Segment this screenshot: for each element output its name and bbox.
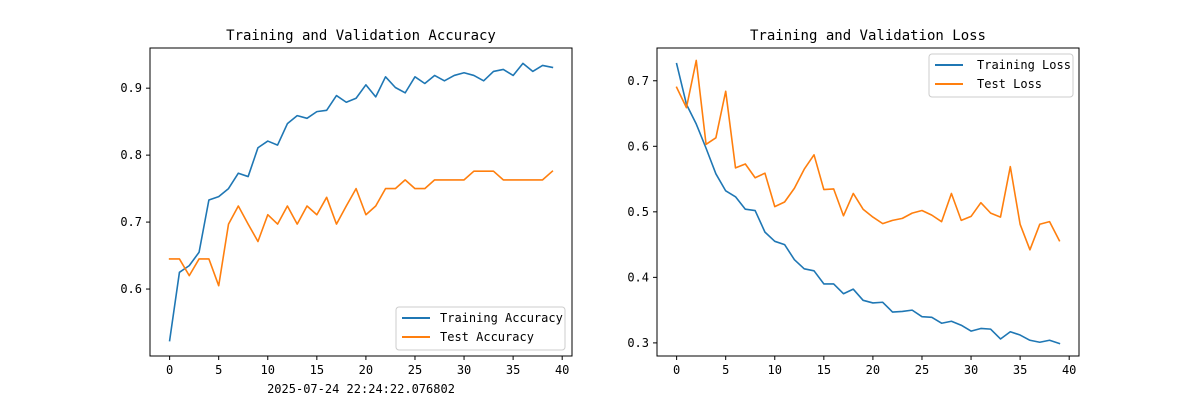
legend: Training Loss Test Loss xyxy=(928,53,1074,98)
y-tick-label: 0.5 xyxy=(627,205,649,219)
x-tick-label: 10 xyxy=(261,363,275,377)
axes-frame xyxy=(149,47,573,357)
chart-title: Training and Validation Accuracy xyxy=(226,28,496,44)
x-tick-label: 15 xyxy=(310,363,324,377)
x-tick-label: 35 xyxy=(506,363,520,377)
y-tick-label: 0.6 xyxy=(627,139,649,153)
legend-label-training-accuracy: Training Accuracy xyxy=(440,311,563,325)
y-tick-label: 0.6 xyxy=(120,282,142,296)
accuracy-chart: Training and Validation Accuracy 0 5 10 15 2… xyxy=(120,28,573,377)
x-tick-label: 5 xyxy=(722,363,729,377)
y-tick-label: 0.7 xyxy=(627,74,649,88)
series-line-test-loss xyxy=(675,59,1061,251)
x-tick-label: 30 xyxy=(457,363,471,377)
y-tick-label: 0.8 xyxy=(120,148,142,162)
plot-area: 0 5 10 15 20 25 30 35 40 0.6 0.7 0.8 0.9 xyxy=(120,62,569,377)
timestamp-label: 2025-07-24 22:24:22.076802 xyxy=(267,382,455,396)
series-line-training-loss xyxy=(675,62,1061,345)
x-tick-label: 25 xyxy=(408,363,422,377)
legend: Training Accuracy Test Accuracy xyxy=(395,306,566,351)
x-tick-label: 0 xyxy=(166,363,173,377)
x-tick-label: 10 xyxy=(768,363,782,377)
series-line-test-accuracy xyxy=(168,170,554,287)
axes-frame xyxy=(656,47,1080,357)
y-tick-label: 0.3 xyxy=(627,336,649,350)
y-tick-label: 0.7 xyxy=(120,215,142,229)
legend-label-training-loss: Training Loss xyxy=(977,58,1071,72)
y-tick-label: 0.9 xyxy=(120,81,142,95)
x-tick-label: 5 xyxy=(215,363,222,377)
x-tick-label: 40 xyxy=(555,363,569,377)
legend-label-test-accuracy: Test Accuracy xyxy=(440,330,534,344)
legend-box xyxy=(928,53,1074,98)
loss-chart: Training and Validation Loss 0 5 10 15 20 25 3… xyxy=(627,28,1080,377)
legend-box xyxy=(395,306,566,351)
y-tick-label: 0.4 xyxy=(627,270,649,284)
plot-area: 0 5 10 15 20 25 30 35 40 0.3 0.4 0.5 0.6 0.7 xyxy=(627,59,1076,377)
x-tick-label: 20 xyxy=(866,363,880,377)
x-tick-label: 0 xyxy=(673,363,680,377)
chart-title: Training and Validation Loss xyxy=(750,28,986,44)
x-tick-label: 20 xyxy=(359,363,373,377)
x-tick-label: 35 xyxy=(1013,363,1027,377)
x-tick-label: 25 xyxy=(915,363,929,377)
x-tick-label: 15 xyxy=(817,363,831,377)
series-line-training-accuracy xyxy=(168,62,554,342)
legend-label-test-loss: Test Loss xyxy=(977,77,1042,91)
x-tick-label: 40 xyxy=(1062,363,1076,377)
x-tick-label: 30 xyxy=(964,363,978,377)
